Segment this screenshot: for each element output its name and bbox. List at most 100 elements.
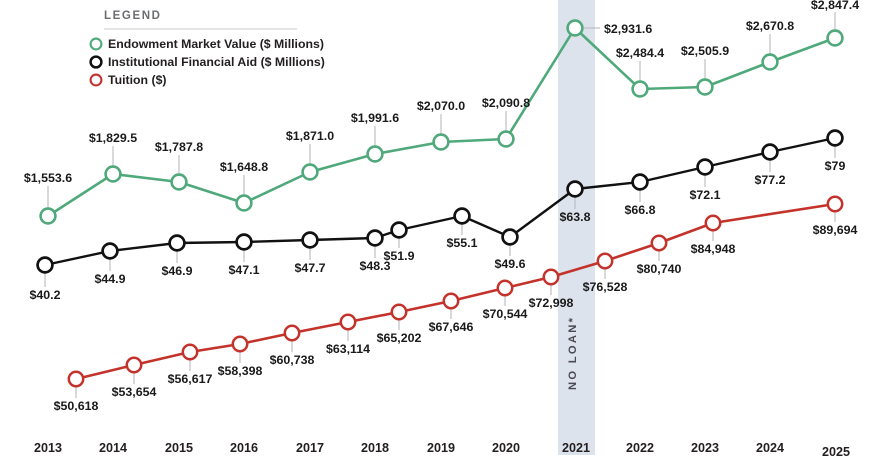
data-point[interactable] — [125, 356, 143, 374]
series-endowment: $1,553.6 $1,829.5 $1,787.8 $1,648.8 $1,8… — [24, 0, 859, 225]
aid-value-labels: $40.2 $44.9 $46.9 $47.1 $47.7 $48.3 $51.… — [29, 159, 845, 302]
data-point[interactable] — [301, 231, 319, 249]
value-label: $2,670.8 — [746, 19, 794, 33]
legend-title: LEGEND — [104, 10, 162, 22]
data-point[interactable] — [453, 207, 471, 225]
data-point[interactable] — [181, 343, 199, 361]
value-label: $1,648.8 — [220, 160, 268, 174]
value-label: $1,991.6 — [351, 111, 399, 125]
data-point[interactable] — [170, 173, 188, 191]
data-point[interactable] — [231, 335, 249, 353]
data-point[interactable] — [67, 370, 85, 388]
data-point[interactable] — [442, 292, 460, 310]
data-point[interactable] — [631, 80, 649, 98]
axis-tick-2021: 2021 — [562, 441, 590, 455]
data-point[interactable] — [496, 279, 514, 297]
value-label: $63.8 — [559, 210, 590, 224]
value-label: $47.1 — [228, 263, 259, 277]
value-label: $67,646 — [429, 320, 474, 334]
value-label: $79 — [825, 159, 846, 173]
value-label: $53,654 — [112, 385, 157, 399]
value-label: $80,740 — [637, 262, 682, 276]
data-point[interactable] — [101, 242, 119, 260]
value-label: $1,553.6 — [24, 171, 72, 185]
legend-marker-icon — [89, 37, 103, 51]
data-point[interactable] — [542, 268, 560, 286]
data-point[interactable] — [366, 229, 384, 247]
endowment-markers — [39, 19, 844, 225]
data-point[interactable] — [235, 233, 253, 251]
legend-item-tuition[interactable]: Tuition ($) — [89, 73, 167, 87]
legend: LEGEND Endowment Market Value ($ Million… — [89, 10, 325, 87]
value-label: $77.2 — [754, 173, 785, 187]
data-point[interactable] — [596, 252, 614, 270]
tuition-markers — [67, 195, 844, 388]
data-point[interactable] — [696, 158, 714, 176]
value-label: $58,398 — [218, 364, 263, 378]
value-label: $2,484.4 — [616, 46, 664, 60]
axis-tick-2015: 2015 — [165, 441, 193, 455]
aid-line — [44, 136, 836, 267]
value-label: $56,617 — [168, 372, 213, 386]
no-loan-label: NO LOAN* — [567, 316, 579, 390]
value-label: $70,544 — [483, 307, 528, 321]
data-point[interactable] — [704, 214, 722, 232]
band-rect — [558, 0, 595, 455]
value-label: $66.8 — [624, 203, 655, 217]
data-point[interactable] — [497, 130, 515, 148]
value-label: $84,948 — [691, 242, 736, 256]
data-point[interactable] — [631, 173, 649, 191]
axis-tick-2022: 2022 — [626, 441, 654, 455]
data-point[interactable] — [235, 194, 253, 212]
data-point[interactable] — [826, 195, 844, 213]
value-label: $55.1 — [446, 236, 477, 250]
aid-leaders — [44, 146, 836, 287]
data-point[interactable] — [566, 180, 584, 198]
data-point[interactable] — [301, 163, 319, 181]
value-label: $44.9 — [94, 272, 125, 286]
endowment-leaders — [47, 12, 836, 208]
axis-tick-2023: 2023 — [691, 441, 719, 455]
data-point[interactable] — [432, 133, 450, 151]
value-label: $1,871.0 — [286, 129, 334, 143]
data-point[interactable] — [366, 145, 384, 163]
data-point[interactable] — [761, 143, 779, 161]
legend-item-aid[interactable]: Institutional Financial Aid ($ Millions) — [89, 55, 325, 69]
value-label: $72,998 — [529, 296, 574, 310]
data-point[interactable] — [826, 129, 844, 147]
tuition-leaders — [75, 212, 836, 398]
data-point[interactable] — [390, 221, 408, 239]
axis-tick-2014: 2014 — [99, 441, 127, 455]
value-label: $72.1 — [689, 188, 720, 202]
data-point[interactable] — [39, 207, 57, 225]
legend-item-endowment[interactable]: Endowment Market Value ($ Millions) — [89, 37, 324, 51]
legend-item-label: Endowment Market Value ($ Millions) — [108, 37, 324, 51]
data-point[interactable] — [650, 234, 668, 252]
value-label: $50,618 — [54, 399, 99, 413]
data-point[interactable] — [283, 324, 301, 342]
data-point[interactable] — [696, 78, 714, 96]
value-label: $47.7 — [294, 261, 325, 275]
value-label: $40.2 — [29, 288, 60, 302]
axis-tick-2018: 2018 — [361, 441, 389, 455]
axis-tick-2019: 2019 — [427, 441, 455, 455]
data-point[interactable] — [339, 313, 357, 331]
data-point[interactable] — [168, 234, 186, 252]
data-point[interactable] — [826, 29, 844, 47]
value-label: $63,114 — [326, 342, 370, 356]
data-point[interactable] — [761, 53, 779, 71]
value-label: $89,694 — [813, 223, 858, 237]
axis-tick-2025: 2025 — [822, 445, 850, 459]
value-label: $2,090.8 — [482, 96, 530, 110]
data-point[interactable] — [390, 303, 408, 321]
data-point[interactable] — [566, 19, 584, 37]
endowment-value-labels: $1,553.6 $1,829.5 $1,787.8 $1,648.8 $1,8… — [24, 0, 859, 185]
data-point[interactable] — [104, 165, 122, 183]
data-point[interactable] — [501, 228, 519, 246]
value-label: $1,829.5 — [89, 131, 137, 145]
value-label: $2,931.6 — [604, 22, 652, 36]
axis-tick-2020: 2020 — [492, 441, 520, 455]
data-point[interactable] — [36, 256, 54, 274]
